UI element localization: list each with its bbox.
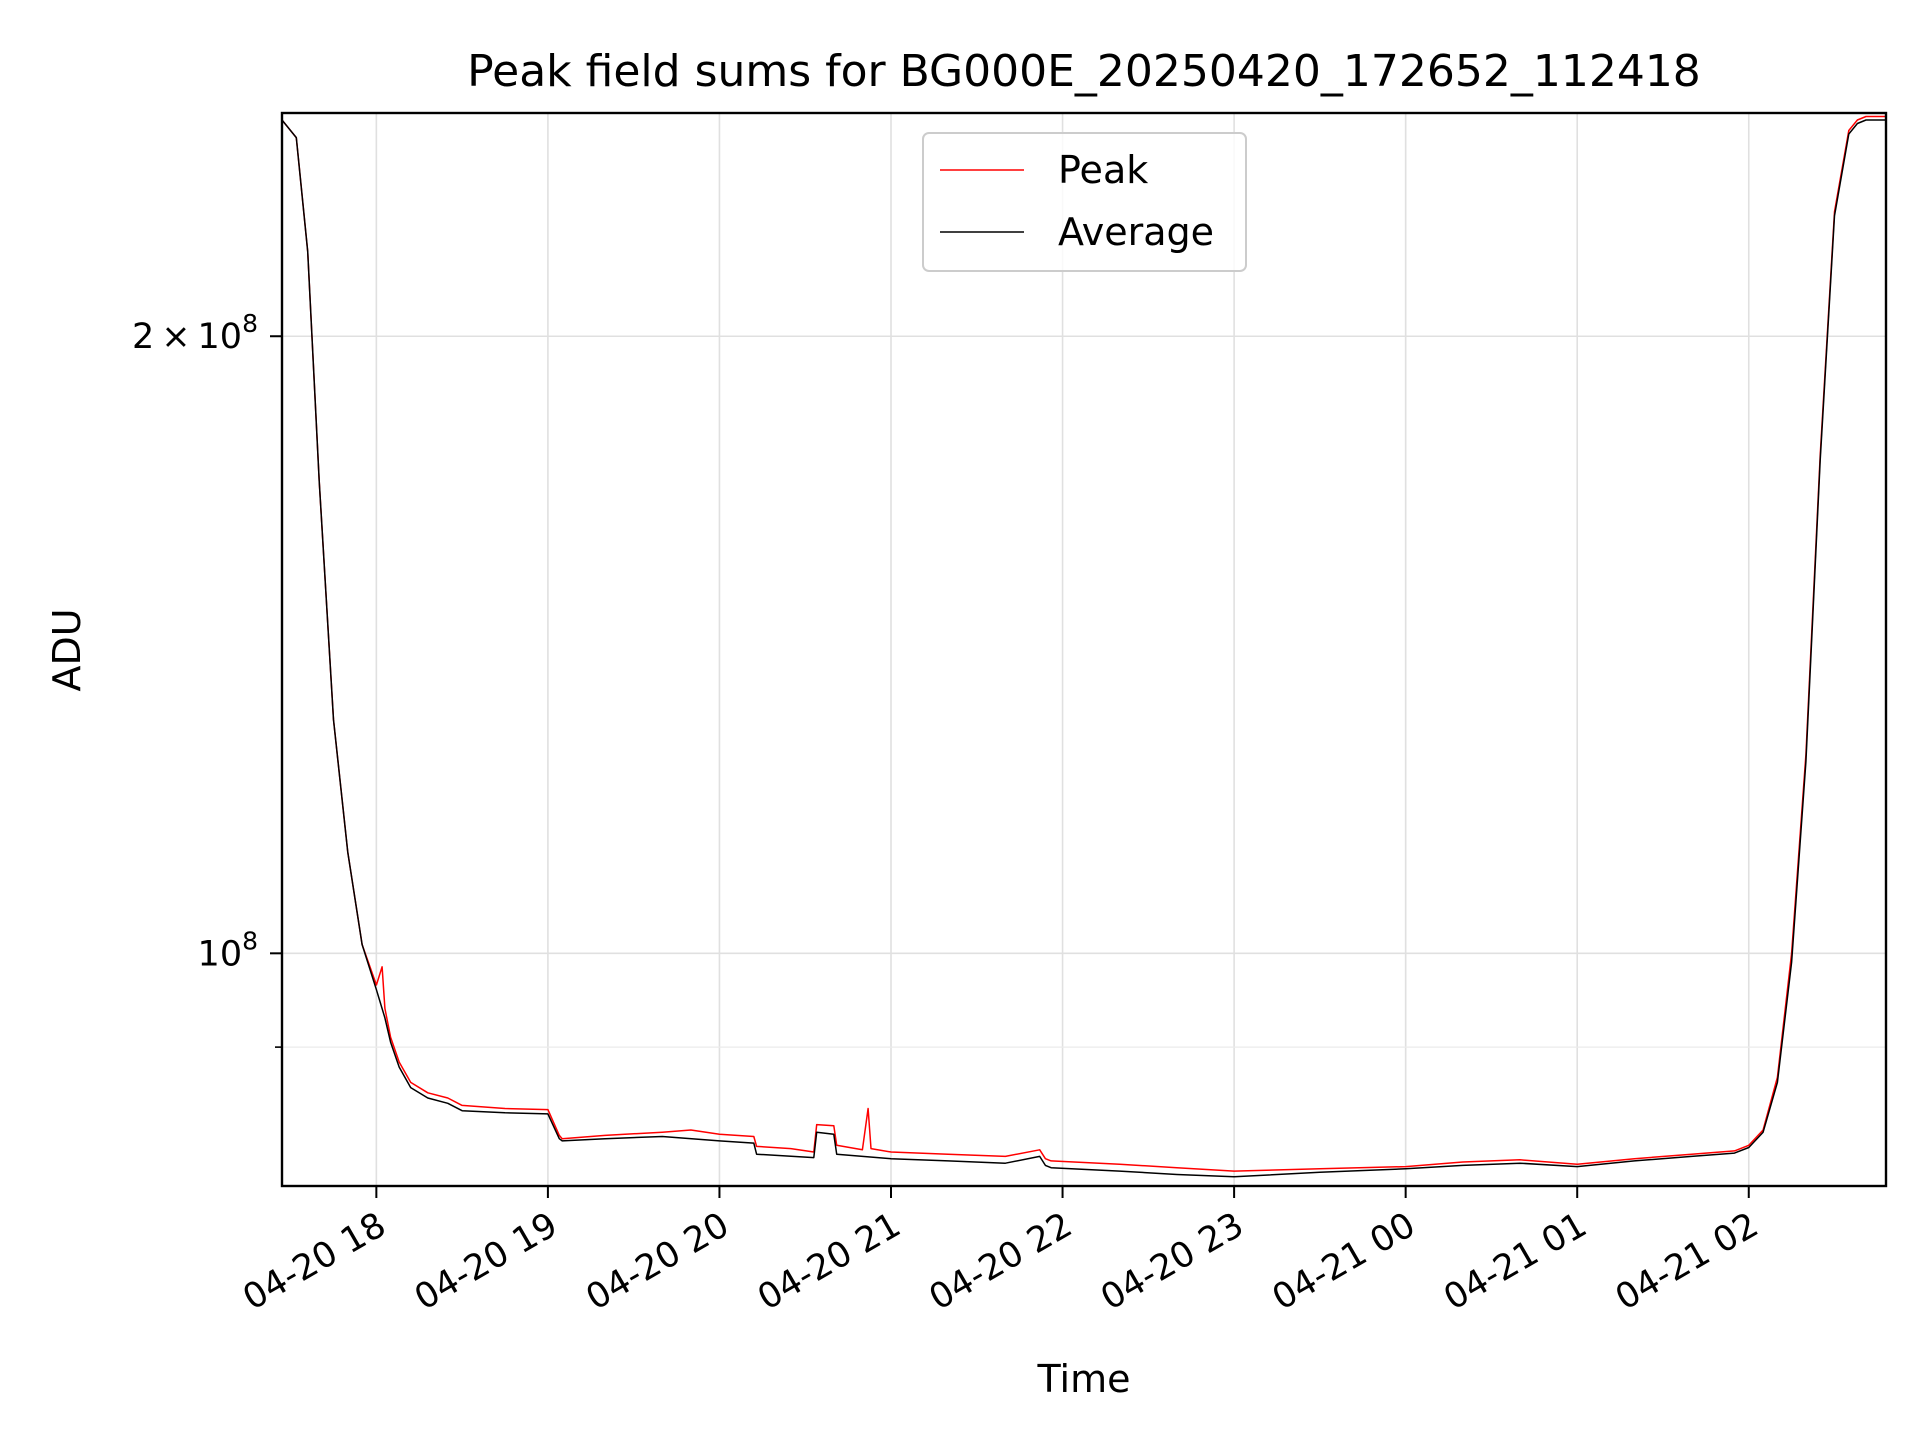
grid (282, 113, 1886, 1186)
legend-box (922, 132, 1247, 272)
y-tick-label: 108 (198, 926, 258, 974)
chart-title: Peak field sums for BG000E_20250420_1726… (467, 46, 1701, 97)
legend-label-average: Average (1058, 210, 1214, 254)
legend: Peak Average (922, 132, 1247, 272)
plot-frame (280, 111, 1888, 1188)
series-line-peak (282, 115, 1886, 1172)
series-line-average (282, 119, 1886, 1178)
series-layer (282, 115, 1886, 1178)
y-axis-label: ADU (45, 608, 89, 691)
legend-label-peak: Peak (1058, 148, 1148, 192)
y-tick-label: 2 × 108 (132, 309, 258, 357)
x-axis-label: Time (1037, 1357, 1131, 1401)
